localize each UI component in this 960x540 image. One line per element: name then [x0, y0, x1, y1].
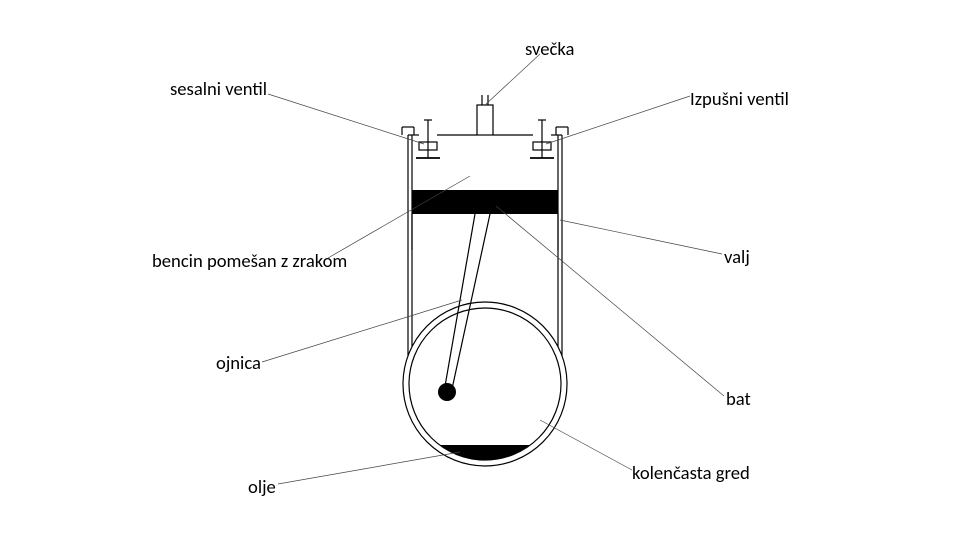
lead-line-svecka [485, 54, 540, 105]
lead-line-ojnica [262, 300, 462, 362]
label-izpusni: Izpušni ventil [690, 88, 789, 111]
label-valj: valj [724, 246, 750, 269]
lead-line-gred [540, 420, 632, 470]
lead-line-valj [560, 220, 722, 254]
label-bencin: bencin pomešan z zrakom [152, 250, 347, 273]
spark-plug-body [477, 105, 493, 135]
engine-diagram-svg [0, 0, 960, 540]
lead-line-bat [496, 206, 724, 396]
crank-pin [438, 383, 456, 401]
label-bat: bat [726, 388, 751, 411]
label-gred: kolenčasta gred [632, 462, 750, 485]
piston-crown [412, 190, 558, 214]
label-ojnica: ojnica [216, 352, 261, 375]
label-olje: olje [248, 476, 276, 499]
lead-line-bencin [328, 176, 470, 258]
lead-line-olje [278, 452, 460, 484]
oil-fill [440, 445, 531, 460]
label-svecka: svečka [525, 38, 574, 61]
crankcase-inner [409, 308, 561, 460]
lead-line-izpusni [546, 96, 690, 144]
label-sesalni: sesalni ventil [170, 78, 267, 101]
lead-line-sesalni [268, 94, 424, 144]
crankcase-outer [403, 302, 567, 466]
